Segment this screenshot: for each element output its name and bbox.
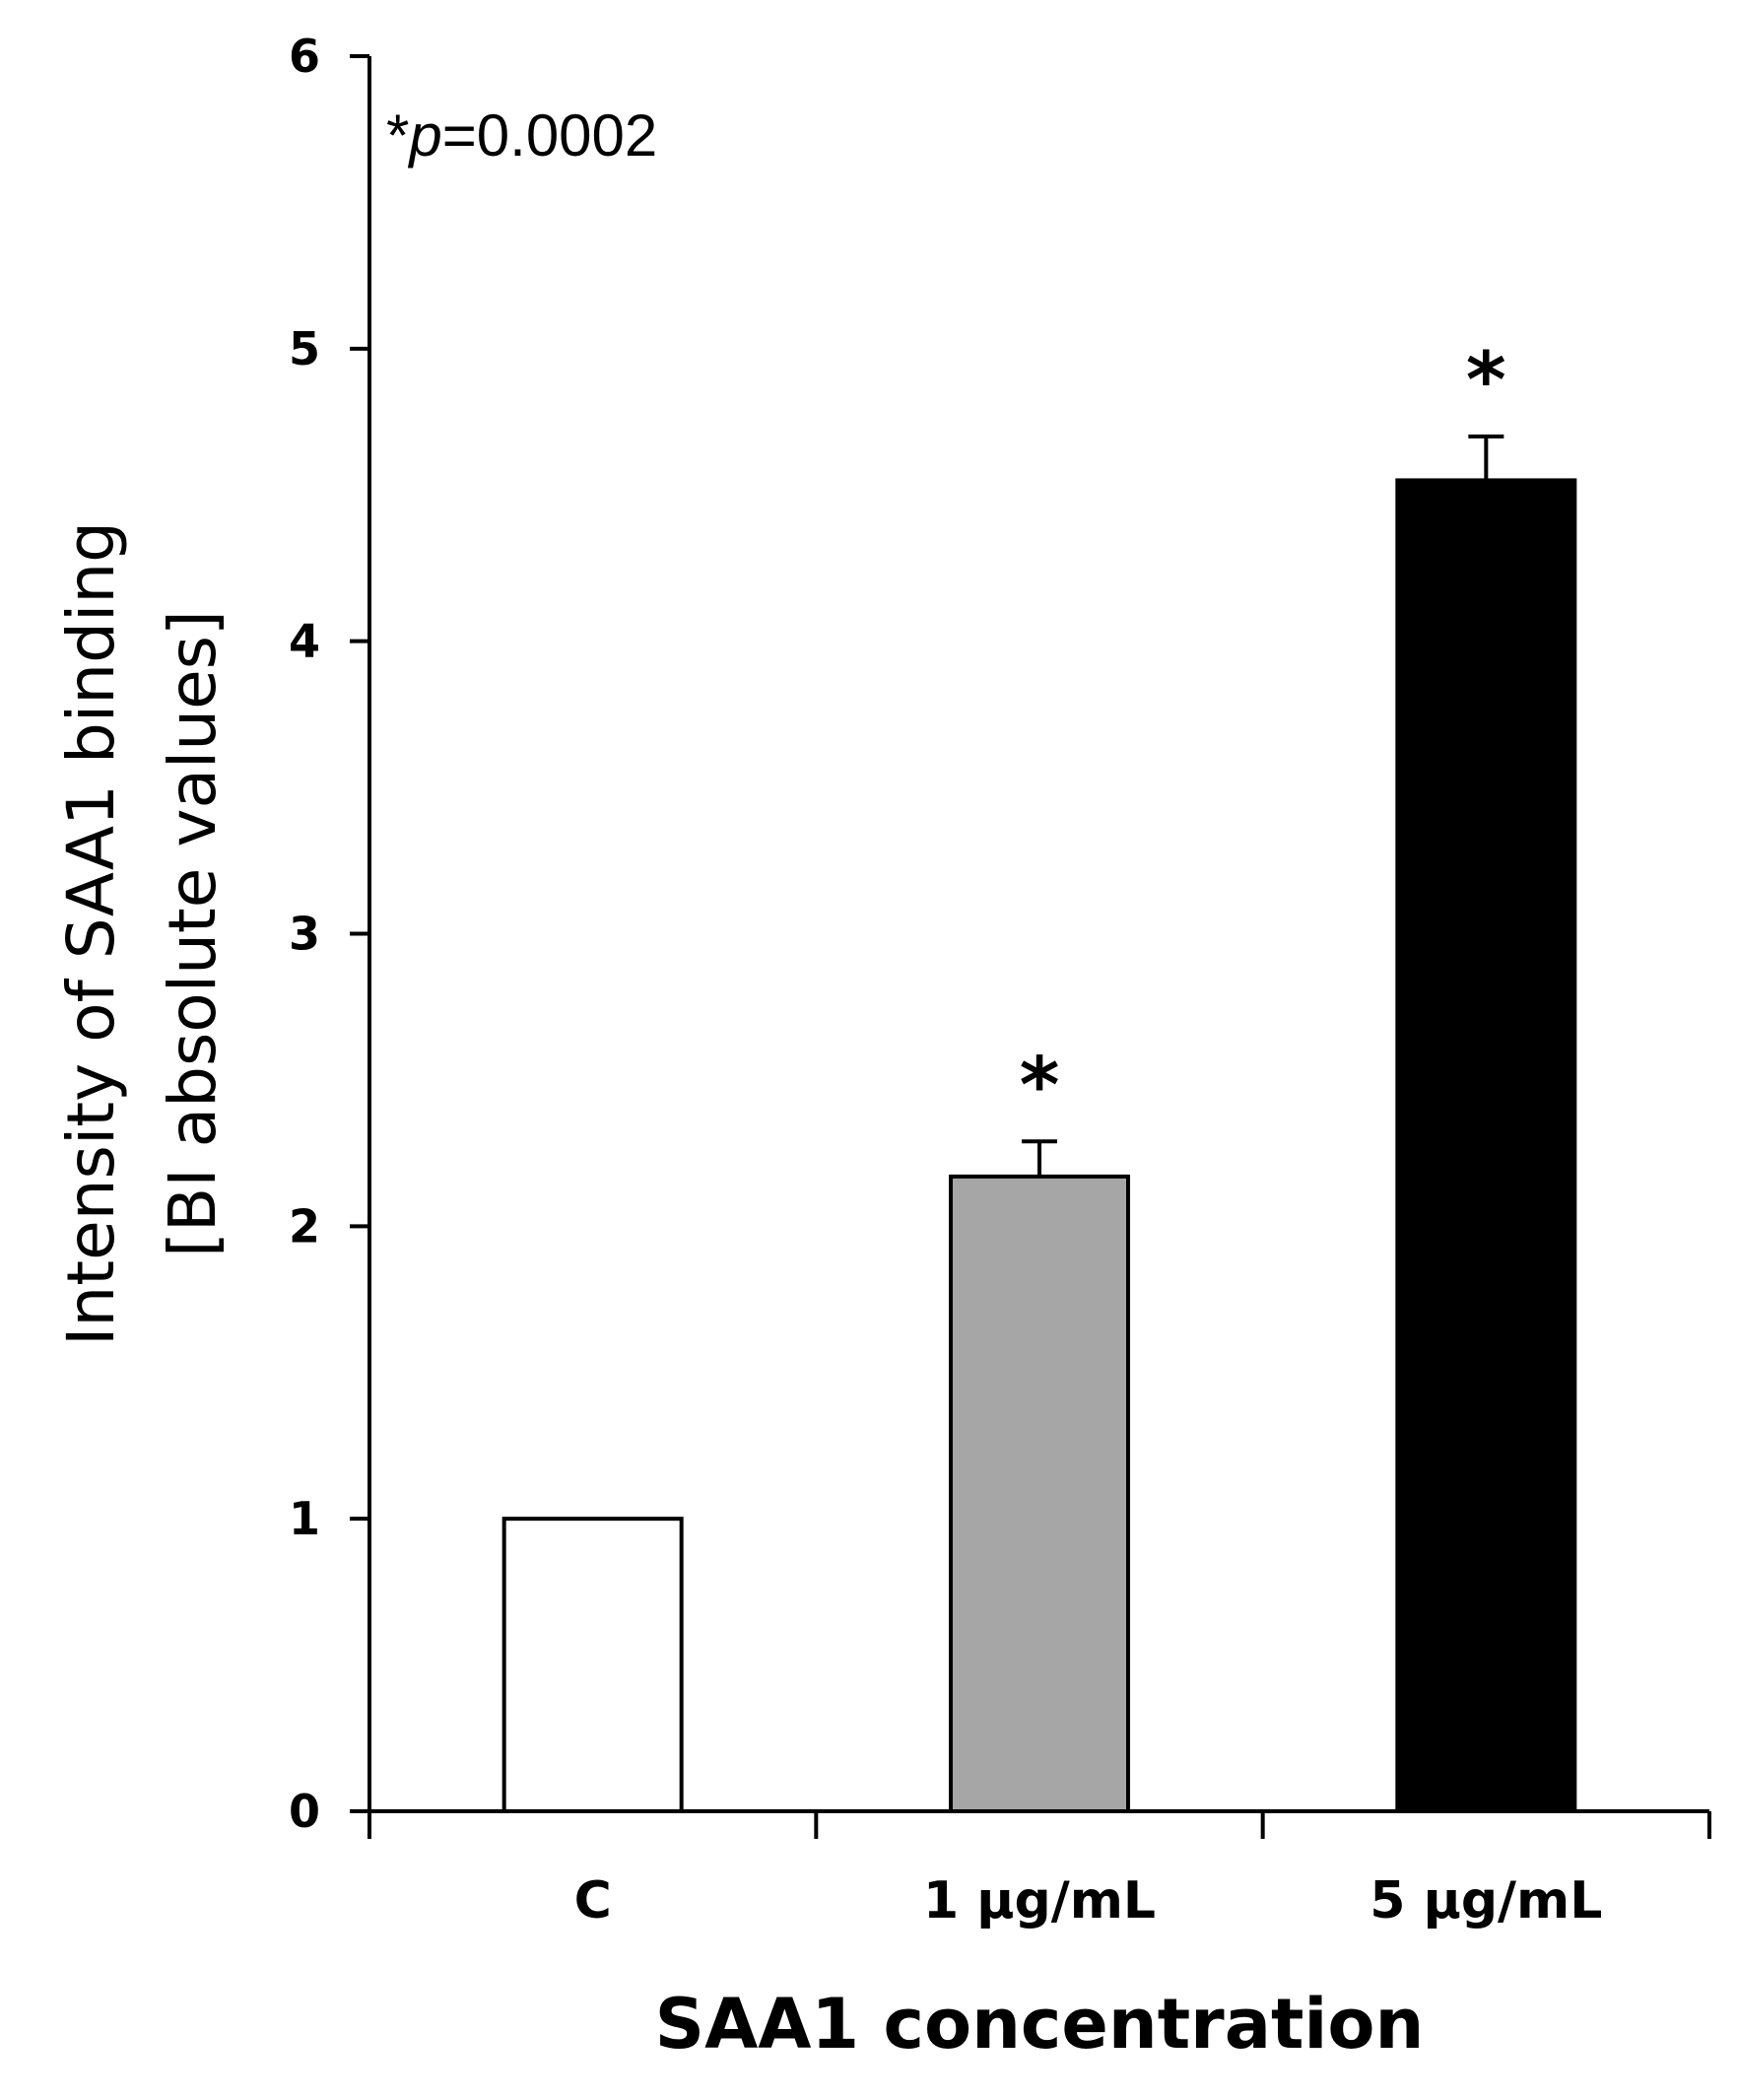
y-tick-label: 3 [289, 908, 320, 961]
p-value-star: * [386, 102, 409, 169]
p-value-symbol: p [407, 102, 441, 169]
error-bars-layer [1022, 434, 1504, 1177]
bar [1395, 478, 1577, 1813]
y-tick-label: 1 [289, 1492, 320, 1545]
y-axis-title: Intensity of SAA1 binding [BI absolute v… [53, 521, 231, 1346]
p-value-text: =0.0002 [442, 102, 658, 169]
y-tick-label: 4 [289, 615, 320, 668]
bar [501, 1517, 684, 1813]
y-axis-title-line-1: Intensity of SAA1 binding [53, 521, 129, 1346]
y-tick-label: 2 [289, 1199, 320, 1253]
y-tick-label: 0 [289, 1785, 320, 1838]
x-tick-label: 1 µg/mL [923, 1871, 1156, 1931]
x-tick-label: 5 µg/mL [1370, 1871, 1602, 1931]
significance-layer: ** [1020, 337, 1506, 1130]
y-axis-title-line-2: [BI absolute values] [155, 610, 231, 1257]
x-tick-label: C [574, 1871, 612, 1931]
p-value-annotation: *p=0.0002 [386, 102, 657, 169]
significance-marker: * [1020, 1042, 1060, 1130]
y-ticks-layer: 0 1 2 3 4 5 6 [289, 30, 369, 1838]
x-axis-title: SAA1 concentration [655, 1984, 1425, 2065]
significance-marker: * [1466, 337, 1506, 426]
y-tick-label: 5 [289, 322, 320, 375]
y-tick-label: 6 [289, 30, 320, 83]
bar [949, 1174, 1130, 1814]
x-ticks-layer: C 1 µg/mL 5 µg/mL [367, 1811, 1711, 1931]
